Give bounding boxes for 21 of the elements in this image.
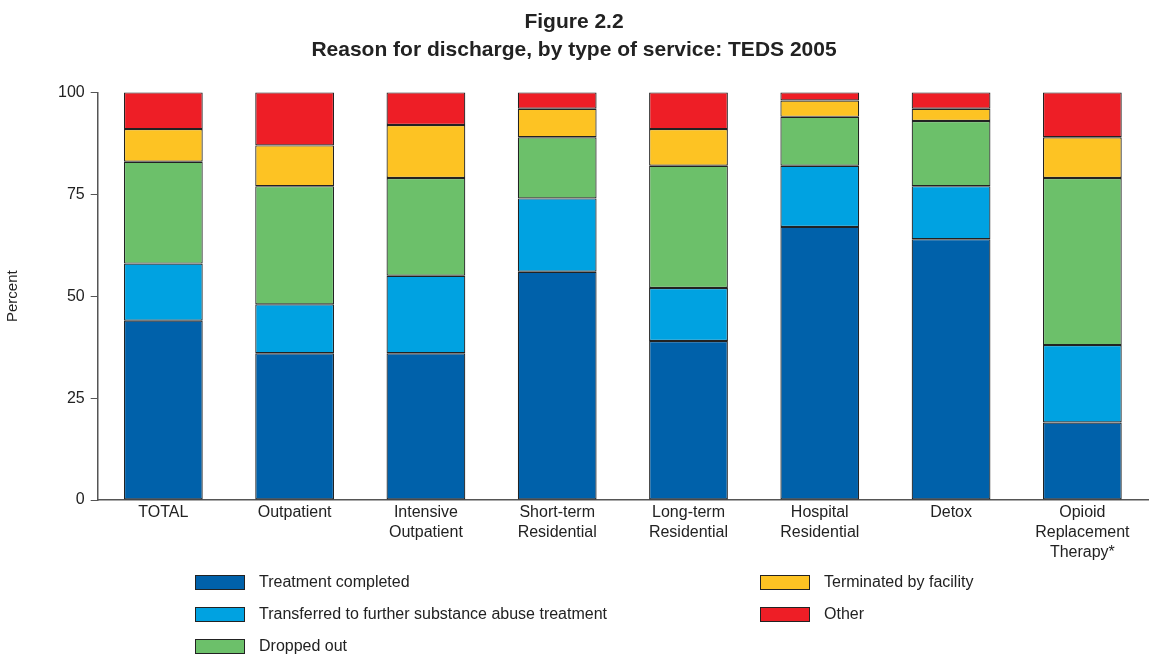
chart-subtitle: Reason for discharge, by type of service: TEDS 2005 xyxy=(311,36,837,60)
x-tick-label: Detox xyxy=(930,503,972,521)
legend-label: Transferred to further substance abuse treatment xyxy=(259,605,608,623)
y-axis-title: Percent xyxy=(3,269,21,323)
x-tick-label: Opioid Replacement Therapy* xyxy=(1035,503,1131,561)
y-tick-label: 25 xyxy=(66,388,85,406)
legend-label: Dropped out xyxy=(259,637,348,655)
y-tick-label: 50 xyxy=(66,286,85,304)
chart-title: Figure 2.2 xyxy=(524,9,624,33)
y-tick-label: 100 xyxy=(57,82,85,100)
x-tick-label: Hospital Residential xyxy=(780,503,860,541)
y-tick-label: 0 xyxy=(75,490,85,508)
legend-label: Other xyxy=(824,605,865,623)
x-tick-label: Long-term Residential xyxy=(648,503,729,541)
x-tick-label: Outpatient xyxy=(257,503,333,521)
x-tick-label: Intensive Outpatient xyxy=(389,503,464,541)
x-tick-label: TOTAL xyxy=(138,503,189,521)
legend-label: Terminated by facility xyxy=(824,573,974,591)
y-tick-label: 75 xyxy=(66,184,85,202)
legend-label: Treatment completed xyxy=(259,573,410,591)
x-tick-label: Short-term Residential xyxy=(517,503,597,541)
